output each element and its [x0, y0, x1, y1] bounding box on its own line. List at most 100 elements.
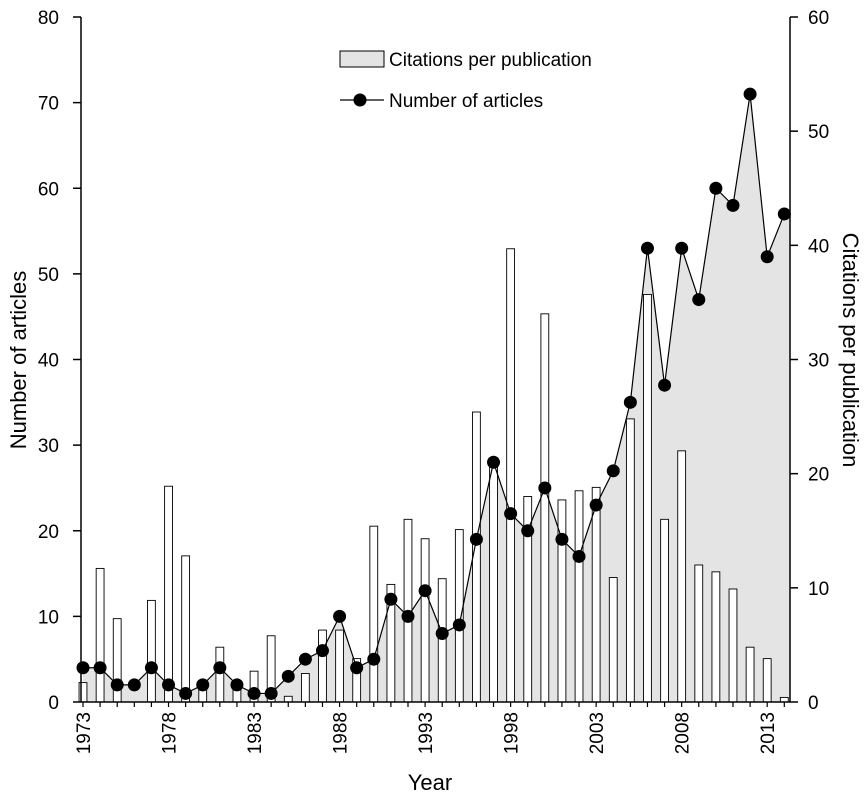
- x-tick-label: 2008: [673, 712, 694, 754]
- article-point: [315, 644, 329, 658]
- citation-bar: [164, 485, 173, 703]
- article-point: [230, 678, 244, 692]
- axes: 0 10 20 30 40 50 60 70 80 0 10 20 30 40 50 60 1973 1978…: [38, 8, 829, 754]
- article-point: [384, 592, 398, 606]
- article-point: [110, 678, 124, 692]
- article-point: [367, 652, 381, 666]
- x-tick-label: 1973: [74, 712, 95, 754]
- article-point: [247, 686, 261, 700]
- left-y-tick-label: 10: [38, 607, 59, 628]
- article-point: [452, 618, 466, 632]
- citation-bar: [454, 529, 464, 703]
- article-point: [709, 181, 723, 195]
- citation-bar: [147, 599, 156, 703]
- left-y-tick-label: 50: [38, 265, 59, 286]
- article-point: [469, 532, 483, 546]
- article-point: [623, 395, 637, 409]
- citation-bar: [369, 525, 379, 703]
- articles-markers: [76, 87, 791, 700]
- citation-bar: [591, 486, 601, 703]
- article-point: [658, 378, 672, 392]
- right-y-tick-label: 50: [808, 122, 829, 143]
- article-point: [401, 609, 415, 623]
- citation-bar: [660, 518, 669, 703]
- legend-marker-swatch: [353, 93, 367, 107]
- x-tick-label: 1978: [160, 712, 181, 754]
- citation-bar: [574, 490, 584, 703]
- citation-bar: [318, 629, 327, 703]
- article-point: [127, 678, 141, 692]
- article-point: [504, 507, 518, 521]
- citation-bar: [540, 313, 550, 703]
- article-point: [589, 498, 603, 512]
- x-tick-label: 1988: [331, 712, 352, 754]
- x-tick-label: 1993: [416, 712, 437, 754]
- citation-bar: [625, 418, 635, 703]
- citation-bar: [215, 646, 225, 703]
- plot-area: [76, 87, 791, 703]
- x-axis-label: Year: [408, 770, 452, 795]
- article-point: [538, 481, 552, 495]
- left-y-ticks: 0 10 20 30 40 50 60 70 80: [38, 8, 81, 714]
- citation-bar: [181, 555, 191, 703]
- x-ticks: 1973 1978 1983 1988 1993 1998 2003 2008 2013: [74, 702, 785, 754]
- left-y-axis-label: Number of articles: [6, 271, 31, 450]
- articles-area-fill: [83, 94, 790, 702]
- citation-bar: [694, 564, 704, 703]
- legend-label-articles: Number of articles: [389, 91, 543, 112]
- article-point: [213, 661, 227, 675]
- legend-bar-swatch: [339, 50, 385, 68]
- left-y-tick-label: 30: [38, 436, 59, 457]
- x-tick-label: 2003: [587, 712, 608, 754]
- citation-bar: [335, 629, 344, 703]
- right-y-tick-label: 30: [808, 351, 829, 372]
- right-y-tick-label: 20: [808, 465, 829, 486]
- x-tick-label: 1998: [502, 712, 523, 754]
- citation-bar: [472, 411, 481, 703]
- article-point: [640, 241, 654, 255]
- article-point: [675, 241, 689, 255]
- article-point: [298, 652, 312, 666]
- article-point: [76, 661, 90, 675]
- article-point: [264, 686, 278, 700]
- x-tick-label: 2013: [758, 712, 779, 754]
- article-point: [435, 627, 449, 640]
- article-point: [281, 669, 295, 683]
- right-y-ticks: 0 10 20 30 40 50 60: [790, 8, 829, 714]
- right-y-tick-label: 60: [808, 8, 829, 29]
- left-y-tick-label: 20: [38, 522, 59, 543]
- left-y-tick-label: 80: [38, 8, 59, 29]
- article-point: [196, 678, 210, 692]
- article-point: [555, 532, 569, 546]
- citation-bar: [677, 450, 687, 703]
- citation-bar: [762, 658, 772, 703]
- article-point: [760, 250, 774, 264]
- article-point: [521, 524, 535, 538]
- article-point: [777, 207, 791, 221]
- citation-bar: [95, 567, 105, 703]
- right-y-tick-label: 10: [808, 579, 829, 600]
- legend-label-citations: Citations per publication: [389, 50, 592, 71]
- right-y-axis-label: Citations per publication: [838, 233, 863, 468]
- article-point: [572, 549, 586, 563]
- citation-bar: [728, 588, 738, 703]
- citation-bar: [78, 682, 88, 703]
- citation-bar: [489, 458, 498, 703]
- article-point: [350, 661, 364, 675]
- citation-bar: [437, 578, 447, 703]
- left-y-tick-label: 60: [38, 179, 59, 200]
- left-y-tick-label: 40: [38, 351, 59, 372]
- legend: Citations per publication Number of arti…: [339, 50, 592, 112]
- article-point: [487, 455, 501, 469]
- citation-bar: [745, 646, 755, 703]
- article-point: [726, 198, 740, 212]
- citation-bar: [300, 673, 310, 703]
- citation-bar: [420, 538, 430, 703]
- x-tick-label: 1983: [245, 712, 266, 754]
- article-point: [333, 609, 347, 623]
- citation-bar: [643, 293, 652, 703]
- article-point: [144, 661, 158, 675]
- article-point: [418, 584, 432, 598]
- citation-bar: [283, 695, 293, 703]
